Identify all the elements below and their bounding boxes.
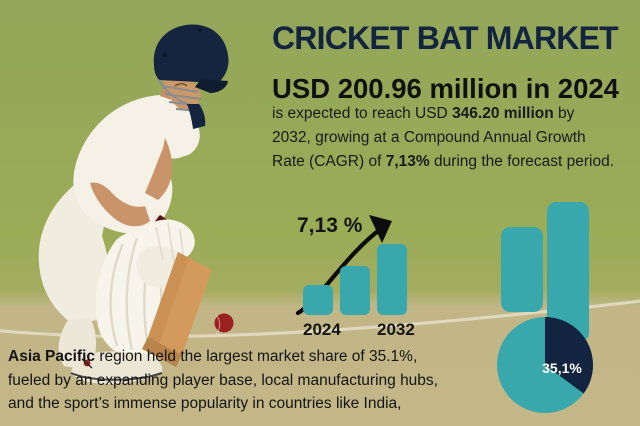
svg-text:35,1%: 35,1% [542,360,582,376]
